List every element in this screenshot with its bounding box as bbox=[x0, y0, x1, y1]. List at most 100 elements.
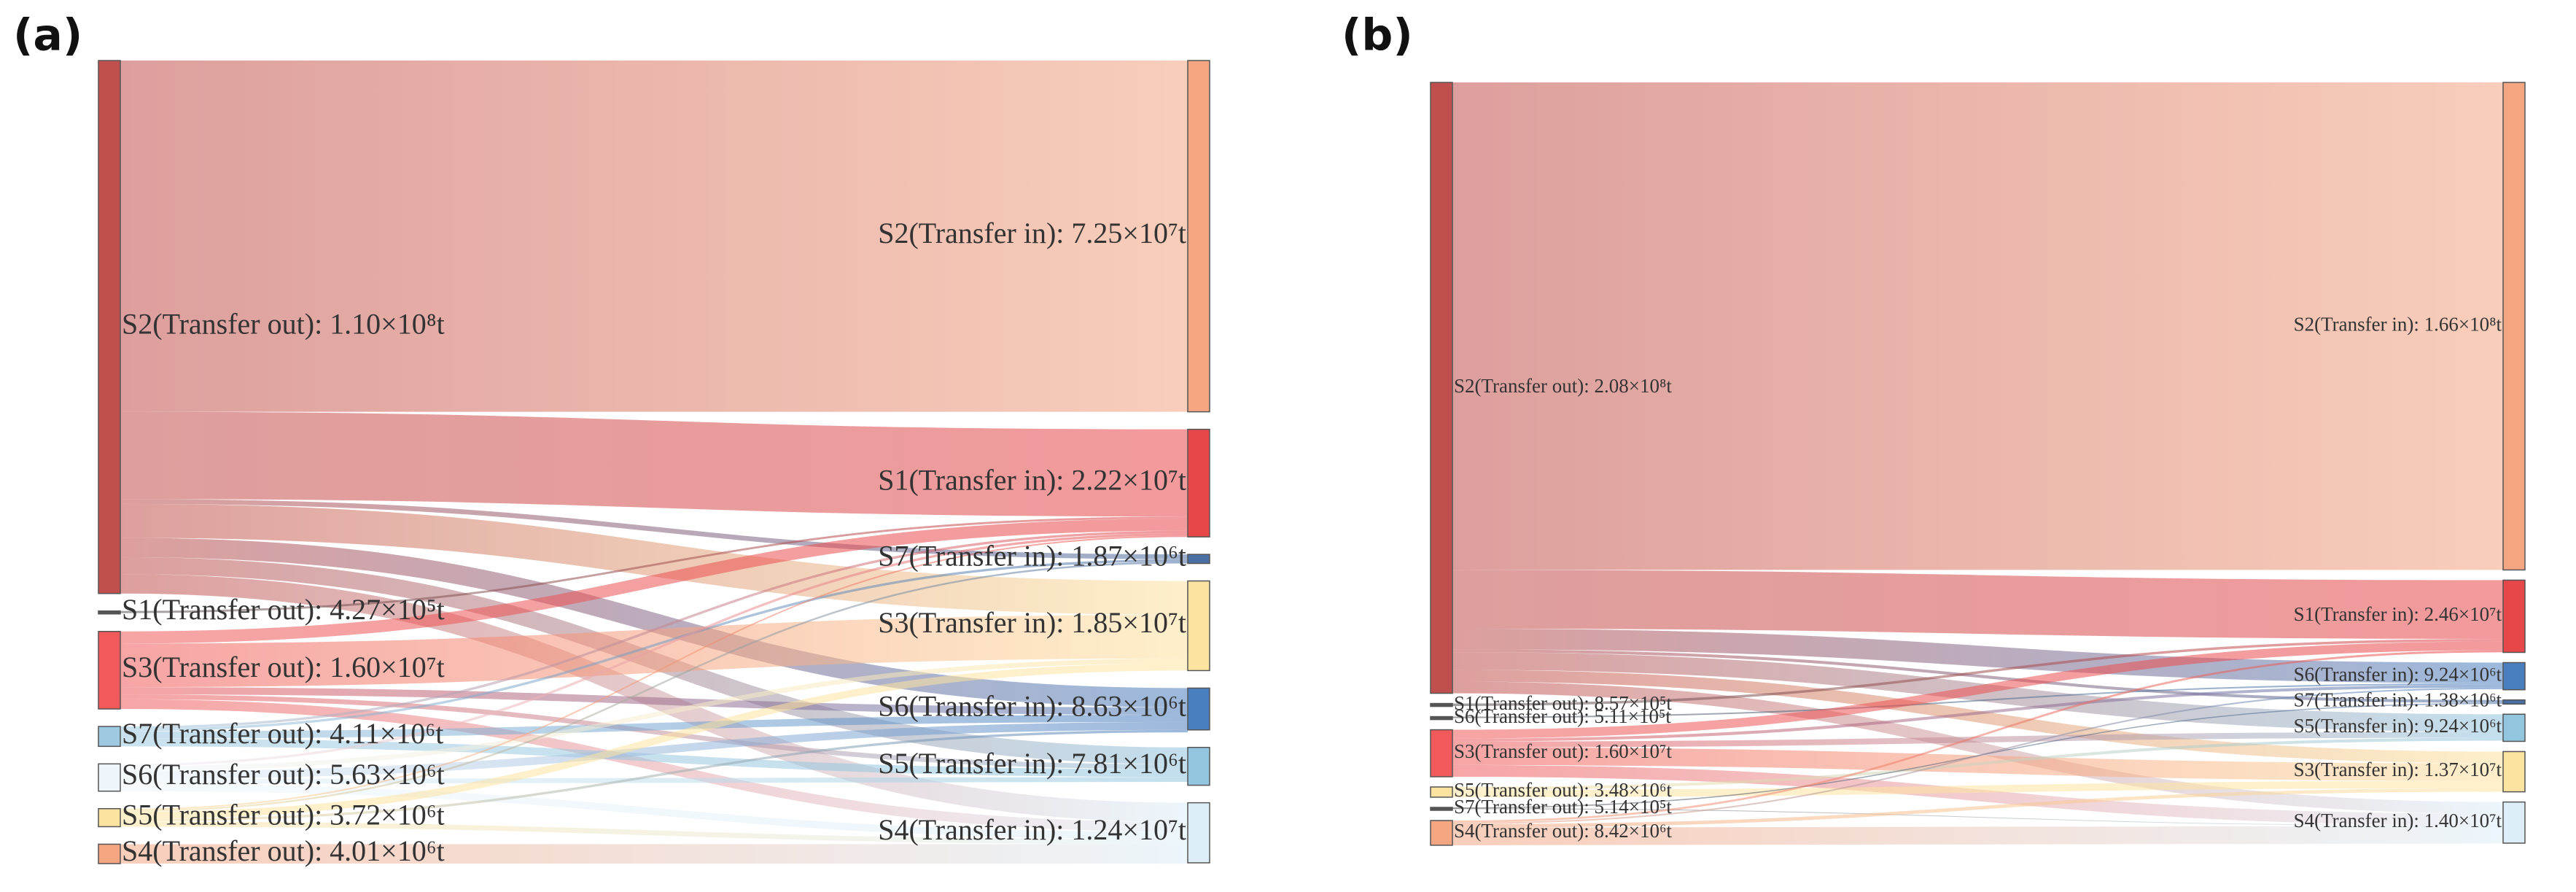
source-label: S3(Transfer out): 1.60×10⁷t bbox=[122, 651, 445, 683]
target-node bbox=[2502, 713, 2526, 742]
target-node bbox=[1187, 687, 1210, 731]
flow-link bbox=[120, 503, 1188, 616]
source-label: S4(Transfer out): 4.01×10⁶t bbox=[122, 834, 445, 867]
target-node bbox=[1187, 428, 1210, 538]
target-label: S7(Transfer in): 1.87×10⁶t bbox=[878, 539, 1186, 572]
flow-link bbox=[1452, 764, 2504, 826]
flow-link bbox=[1452, 788, 2504, 828]
links bbox=[1452, 82, 2504, 845]
flow-link bbox=[120, 519, 1188, 644]
flow-link bbox=[120, 738, 1188, 777]
source-label: S7(Transfer out): 4.11×10⁶t bbox=[122, 717, 443, 750]
flow-link bbox=[1452, 683, 2504, 718]
flow-link bbox=[1452, 780, 2504, 797]
source-label: S5(Transfer out): 3.72×10⁶t bbox=[122, 798, 445, 831]
source-label: S7(Transfer out): 5.14×10⁵t bbox=[1454, 796, 1672, 818]
flow-link bbox=[120, 721, 1188, 780]
source-label: S2(Transfer out): 1.10×10⁸t bbox=[122, 308, 445, 341]
source-node bbox=[98, 60, 121, 594]
target-label: S5(Transfer in): 7.81×10⁶t bbox=[878, 747, 1186, 780]
target-node bbox=[1187, 60, 1210, 413]
flow-link bbox=[1452, 687, 2504, 824]
flow-link bbox=[120, 535, 1188, 810]
flow-link bbox=[120, 538, 1188, 707]
flow-link bbox=[120, 532, 1188, 767]
flow-link bbox=[1452, 826, 2504, 845]
target-node bbox=[2502, 662, 2526, 691]
source-node bbox=[1430, 82, 1453, 694]
flow-link bbox=[120, 411, 1188, 517]
target-node bbox=[2502, 579, 2526, 654]
target-node bbox=[2502, 82, 2526, 571]
source-label: S3(Transfer out): 1.60×10⁷t bbox=[1454, 740, 1672, 762]
target-node bbox=[2502, 699, 2526, 705]
flow-link bbox=[1452, 670, 2504, 764]
target-label: S1(Transfer in): 2.22×10⁷t bbox=[878, 464, 1186, 497]
flow-link bbox=[120, 699, 1188, 832]
flow-link bbox=[120, 821, 1188, 845]
flow-link bbox=[120, 658, 1188, 772]
panel-label: (b) bbox=[1342, 10, 1413, 61]
target-node bbox=[1187, 746, 1210, 786]
flow-link bbox=[1452, 808, 2504, 826]
source-label: S6(Transfer out): 5.11×10⁵t bbox=[1454, 705, 1671, 727]
flow-link bbox=[120, 777, 1188, 784]
source-label: S1(Transfer out): 8.57×10⁵t bbox=[1454, 692, 1672, 714]
target-label: S4(Transfer in): 1.24×10⁷t bbox=[878, 813, 1186, 846]
source-node bbox=[1430, 729, 1453, 777]
flow-link bbox=[120, 783, 1188, 839]
flow-link bbox=[1452, 684, 2504, 742]
flow-link bbox=[120, 694, 1188, 769]
source-node bbox=[1430, 715, 1453, 721]
flow-link bbox=[1452, 650, 2504, 823]
target-node bbox=[1187, 580, 1210, 672]
target-node bbox=[1187, 802, 1210, 864]
target-node bbox=[2502, 751, 2526, 793]
target-node bbox=[2502, 801, 2526, 844]
flow-link bbox=[1452, 638, 2504, 707]
target-label: S1(Transfer in): 2.46×10⁷t bbox=[2294, 603, 2502, 625]
source-node bbox=[98, 843, 121, 864]
target-label: S6(Transfer in): 8.63×10⁶t bbox=[878, 689, 1186, 722]
source-node bbox=[98, 610, 121, 615]
panel-label: (a) bbox=[13, 10, 82, 61]
source-node bbox=[98, 807, 121, 828]
flow-link bbox=[120, 516, 1188, 613]
source-node bbox=[1430, 702, 1453, 707]
flow-link bbox=[120, 714, 1188, 739]
flow-link bbox=[120, 559, 1188, 732]
flow-link bbox=[120, 663, 1188, 820]
flow-link bbox=[1452, 737, 2504, 791]
target-label: S2(Transfer in): 7.25×10⁷t bbox=[878, 217, 1186, 249]
target-node bbox=[1187, 554, 1210, 565]
target-label: S3(Transfer in): 1.37×10⁷t bbox=[2294, 759, 2502, 780]
source-node bbox=[1430, 807, 1453, 811]
source-node bbox=[98, 726, 121, 748]
flow-link bbox=[120, 530, 1188, 729]
target-label: S6(Transfer in): 9.24×10⁶t bbox=[2294, 663, 2502, 685]
flow-link bbox=[120, 687, 1188, 715]
target-label: S3(Transfer in): 1.85×10⁷t bbox=[878, 606, 1186, 639]
source-label: S2(Transfer out): 2.08×10⁸t bbox=[1454, 375, 1672, 397]
source-node bbox=[98, 630, 121, 710]
flow-link bbox=[1452, 681, 2504, 814]
target-label: S7(Transfer in): 1.38×10⁶t bbox=[2294, 689, 2502, 711]
source-label: S1(Transfer out): 4.27×10⁵t bbox=[122, 593, 445, 626]
source-node bbox=[1430, 786, 1453, 798]
flow-link bbox=[120, 729, 1188, 822]
links bbox=[120, 60, 1188, 864]
source-label: S5(Transfer out): 3.48×10⁶t bbox=[1454, 779, 1672, 801]
flow-link bbox=[120, 562, 1188, 813]
target-label: S5(Transfer in): 9.24×10⁶t bbox=[2294, 715, 2502, 737]
flow-link bbox=[1452, 628, 2504, 683]
target-label: S4(Transfer in): 1.40×10⁷t bbox=[2294, 810, 2502, 831]
flow-link bbox=[1452, 641, 2504, 739]
source-node bbox=[1430, 820, 1453, 846]
flow-link bbox=[1452, 570, 2504, 639]
source-label: S6(Transfer out): 5.63×10⁶t bbox=[122, 758, 445, 791]
target-label: S2(Transfer in): 1.66×10⁸t bbox=[2294, 313, 2502, 335]
source-label: S4(Transfer out): 8.42×10⁶t bbox=[1454, 820, 1672, 842]
source-node bbox=[98, 763, 121, 792]
flow-link bbox=[1452, 732, 2504, 748]
